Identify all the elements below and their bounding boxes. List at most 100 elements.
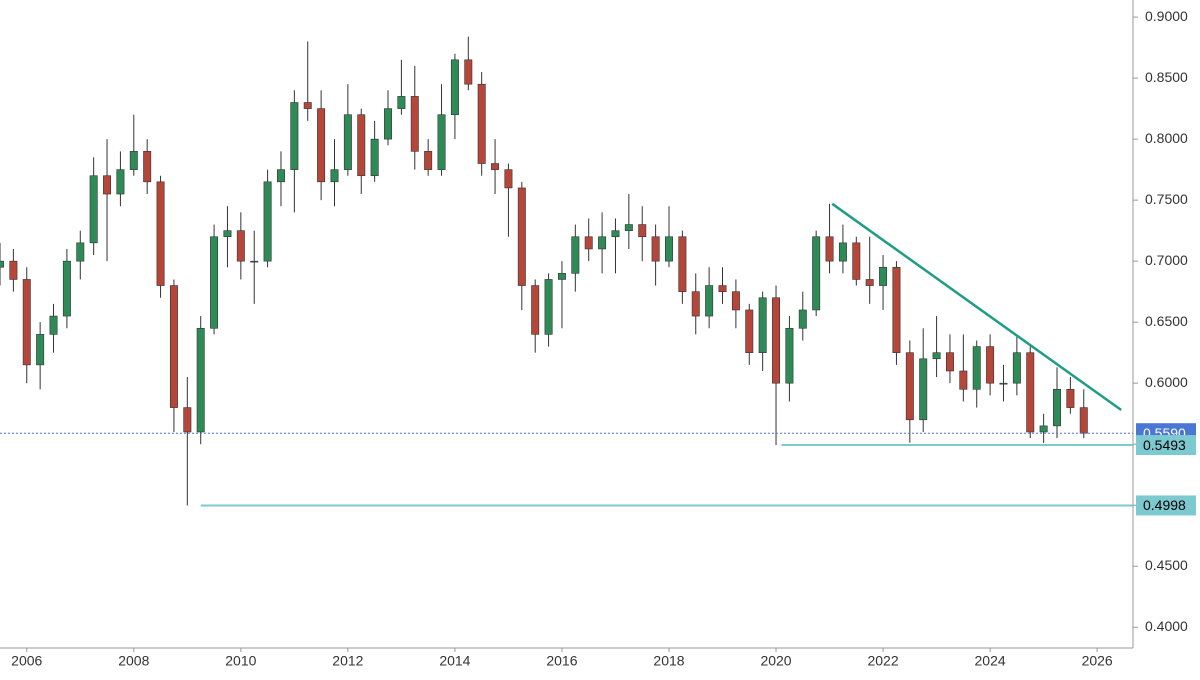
candle-body — [317, 108, 326, 183]
x-tick-label: 2006 — [11, 653, 42, 669]
x-tick-label: 2014 — [439, 653, 470, 669]
candle-body — [718, 285, 727, 292]
candle-body — [557, 273, 566, 280]
candle-body — [116, 169, 125, 195]
candle-body — [919, 358, 928, 421]
candle-body — [183, 407, 192, 433]
x-tick-label: 2020 — [760, 653, 791, 669]
candle-body — [464, 59, 473, 85]
candle-body — [330, 169, 339, 183]
candle-body — [745, 309, 754, 353]
candle-body — [544, 279, 553, 335]
candle-body — [945, 352, 954, 372]
x-tick-label: 2012 — [332, 653, 363, 669]
y-tick-label: 0.8500 — [1145, 69, 1188, 85]
candle-body — [477, 83, 486, 164]
candle-body — [531, 285, 540, 335]
candle-body — [905, 352, 914, 421]
candle-body — [825, 236, 834, 262]
candle-body — [397, 96, 406, 109]
candle-body — [678, 236, 687, 292]
candle-body — [9, 260, 18, 280]
candle-body — [357, 114, 366, 177]
y-tick-label: 0.4500 — [1145, 557, 1188, 573]
candle-body — [36, 334, 45, 366]
candle-body — [638, 224, 647, 238]
candle-body — [571, 236, 580, 274]
candle-body — [598, 236, 607, 250]
candle-body — [999, 382, 1008, 385]
price-label-box — [1136, 495, 1196, 516]
y-tick-label: 0.6500 — [1145, 313, 1188, 329]
candle-body — [223, 230, 232, 238]
candle-body — [250, 260, 259, 263]
candle-body — [584, 236, 593, 250]
candle-body — [22, 279, 31, 366]
candle-body — [370, 138, 379, 177]
candle-body — [169, 285, 178, 408]
candle-body — [1066, 388, 1075, 408]
candle-body — [290, 102, 299, 170]
candle-body — [210, 236, 219, 329]
y-tick-label: 0.8000 — [1145, 130, 1188, 146]
candle-body — [624, 224, 633, 231]
candle-body — [410, 96, 419, 152]
candle-body — [1012, 352, 1021, 384]
candle-body — [384, 108, 392, 140]
candle-body — [343, 114, 352, 170]
candle-body — [103, 175, 112, 195]
y-tick-label: 0.6000 — [1145, 374, 1188, 390]
candle-body — [49, 315, 58, 335]
y-tick-label: 0.7500 — [1145, 191, 1188, 207]
y-tick-label: 0.4000 — [1145, 618, 1188, 634]
candle-body — [892, 266, 901, 353]
candle-body — [812, 236, 821, 311]
candle-body — [852, 242, 861, 280]
price-label-box — [1136, 435, 1196, 456]
candle-body — [865, 279, 874, 286]
candle-body — [143, 151, 152, 183]
candle-body — [303, 102, 312, 109]
candle-body — [691, 291, 700, 317]
candle-body — [705, 285, 714, 317]
price-label: 0.4998 — [1143, 497, 1186, 513]
candle-body — [62, 260, 71, 317]
candle-body — [932, 352, 941, 360]
candle-body — [276, 169, 285, 183]
y-tick-label: 0.9000 — [1145, 8, 1188, 24]
candle-body — [986, 346, 995, 384]
candle-body — [517, 187, 526, 286]
candle-body — [76, 242, 85, 262]
candle-body — [785, 327, 794, 384]
candle-body — [665, 236, 673, 262]
candle-body — [798, 309, 807, 329]
candle-body — [491, 163, 500, 170]
candle-body — [89, 175, 98, 244]
price-label: 0.5493 — [1143, 437, 1186, 453]
x-tick-label: 2024 — [975, 653, 1006, 669]
candle-body — [196, 327, 205, 433]
y-tick-label: 0.7000 — [1145, 252, 1188, 268]
candle-body — [504, 169, 513, 189]
candle-body — [1026, 352, 1035, 433]
candle-body — [0, 260, 4, 268]
x-tick-label: 2016 — [546, 653, 577, 669]
candle-body — [758, 297, 767, 353]
candle-body — [263, 181, 272, 262]
candle-body — [879, 266, 888, 286]
candle-body — [838, 242, 847, 262]
candle-body — [450, 59, 459, 116]
candle-body — [129, 151, 138, 170]
candle-body — [611, 230, 620, 238]
x-tick-label: 2008 — [118, 653, 149, 669]
candle-body — [731, 291, 740, 311]
candle-body — [236, 230, 245, 262]
candle-body — [1079, 407, 1088, 434]
x-tick-label: 2026 — [1082, 653, 1113, 669]
candle-body — [437, 114, 446, 170]
candle-body — [424, 151, 433, 170]
candle-body — [1053, 388, 1061, 427]
candle-body — [959, 370, 968, 390]
x-tick-label: 2010 — [225, 653, 256, 669]
